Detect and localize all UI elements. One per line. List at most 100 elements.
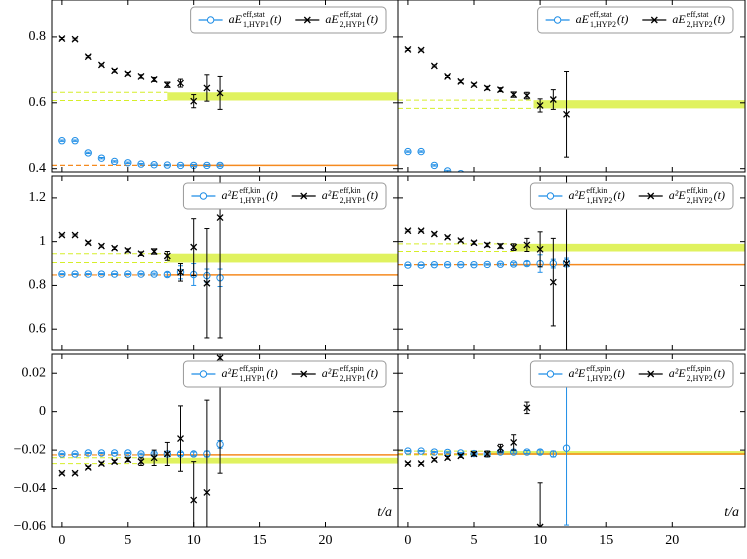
data-point (150, 454, 158, 462)
data-point (137, 270, 145, 278)
legend-box (190, 6, 387, 34)
plot-area (398, 45, 745, 172)
legend-suffix: (t) (714, 188, 725, 202)
data-point (71, 450, 79, 458)
data-point (177, 268, 184, 276)
data-point (150, 75, 158, 83)
legend-label: a²E (322, 366, 340, 380)
data-point (444, 233, 452, 241)
data-point (430, 260, 439, 269)
data-point (523, 448, 531, 456)
data-point (177, 435, 184, 443)
y-tick-label: 0.6 (29, 321, 47, 336)
legend-box (529, 360, 734, 388)
data-point (483, 241, 491, 249)
legend-subscript: 1,HYP2 (586, 374, 612, 383)
data-point (404, 147, 412, 156)
data-point (84, 463, 92, 471)
legend-superscript: eff,kin (586, 186, 607, 195)
data-point (549, 450, 558, 458)
legend-superscript: eff,stat (590, 10, 613, 19)
data-point (58, 270, 66, 278)
legend-marker (300, 192, 308, 200)
data-point (124, 449, 132, 457)
data-point (470, 239, 478, 247)
legend-subscript: 1,HYP2 (586, 196, 612, 205)
data-point (417, 227, 425, 235)
legend-marker (199, 192, 208, 200)
data-point (430, 230, 438, 238)
data-point (483, 84, 491, 92)
data-point (536, 448, 544, 456)
legend-superscript: eff,stat (243, 10, 266, 19)
plot-area (398, 370, 745, 527)
data-point (110, 270, 119, 278)
legend-marker (546, 192, 555, 200)
data-point (71, 270, 79, 278)
data-point (563, 260, 571, 268)
data-point (549, 278, 557, 286)
legend-marker (553, 16, 562, 24)
legend-suffix: (t) (270, 12, 281, 26)
data-point (71, 231, 79, 239)
data-point (124, 159, 132, 167)
data-point (417, 147, 425, 156)
x-tick-label: 10 (533, 533, 547, 548)
legend-superscript: eff,kin (687, 186, 708, 195)
legend-label: a²E (568, 188, 586, 202)
data-point (404, 460, 412, 468)
legend-label: a²E (322, 188, 340, 202)
data-point (137, 458, 145, 466)
data-point (496, 86, 504, 94)
data-point (163, 450, 171, 458)
x-tick-label: 5 (471, 533, 478, 548)
data-point (97, 460, 105, 468)
legend-subscript: 2,HYP1 (340, 374, 366, 383)
data-point (190, 243, 198, 251)
data-point (443, 260, 452, 269)
fit-band (167, 92, 398, 101)
legend-marker (647, 370, 655, 378)
legend-superscript: eff,spin (239, 364, 263, 373)
data-point (84, 239, 92, 247)
data-point (124, 270, 132, 278)
y-tick-label: 0.8 (29, 29, 47, 44)
x-tick-label: 5 (124, 533, 131, 548)
data-point (444, 72, 452, 80)
data-point (470, 260, 478, 269)
data-point (536, 523, 544, 527)
legend-superscript: eff,stat (340, 10, 363, 19)
legend-superscript: eff,spin (340, 364, 364, 373)
legend-suffix: (t) (266, 366, 277, 380)
data-point (483, 260, 491, 269)
data-point (97, 242, 105, 250)
data-point (84, 449, 92, 457)
data-point (404, 261, 412, 269)
data-point (443, 448, 452, 457)
data-point (523, 259, 531, 268)
data-point (97, 270, 106, 278)
data-point (163, 81, 171, 89)
plot-area (398, 176, 745, 350)
data-point (71, 469, 79, 477)
legend-subscript: 1,HYP2 (590, 20, 616, 29)
data-point (523, 404, 531, 412)
data-point (163, 161, 172, 169)
data-point (203, 161, 211, 170)
data-point (137, 250, 145, 258)
fit-band (533, 100, 745, 109)
panel-frame (397, 175, 746, 351)
legend-box (537, 6, 734, 34)
x-axis-label: t/a (724, 505, 739, 520)
x-tick-label: 0 (58, 533, 65, 548)
data-point (177, 79, 184, 87)
legend-subscript: 1,HYP1 (243, 20, 269, 29)
data-point (444, 454, 452, 462)
plot-area (52, 354, 398, 527)
data-point (216, 89, 224, 97)
